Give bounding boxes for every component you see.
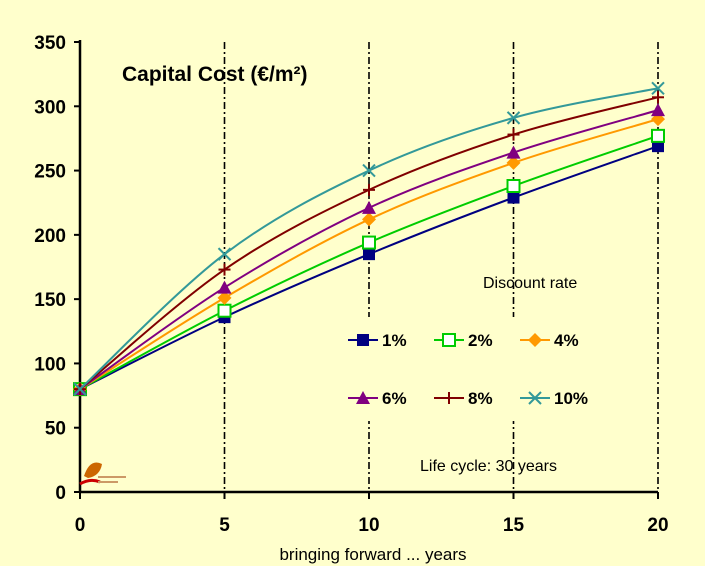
y-tick-label: 100 <box>34 354 66 375</box>
y-tick-label: 150 <box>34 290 66 311</box>
data-point <box>506 111 521 125</box>
series-group <box>73 81 665 397</box>
data-point <box>528 391 542 405</box>
data-point <box>651 103 665 117</box>
data-point <box>651 81 665 95</box>
legend-title: Discount rate <box>483 275 577 292</box>
data-point <box>506 155 521 170</box>
x-tick-label: 5 <box>219 515 230 536</box>
legend-label: 1% <box>382 331 407 350</box>
legend-label: 2% <box>468 331 493 350</box>
data-point <box>73 382 87 396</box>
x-tick-label: 10 <box>358 515 379 536</box>
data-point <box>357 334 369 346</box>
legend-item: 1% <box>348 331 407 350</box>
data-point <box>363 248 375 261</box>
data-point <box>356 391 370 404</box>
legend-item: 6% <box>348 389 407 408</box>
legend: 1% 2% 4% 6% 8% 10% <box>333 317 649 421</box>
data-point <box>652 140 664 153</box>
data-point <box>652 91 664 104</box>
legend-label: 8% <box>468 389 493 408</box>
data-point <box>362 200 376 214</box>
data-point <box>363 183 375 196</box>
data-point <box>218 263 231 276</box>
y-tick-label: 200 <box>34 226 66 247</box>
data-point <box>362 235 376 250</box>
y-tick-label: 350 <box>34 33 66 54</box>
data-point <box>528 333 542 347</box>
legend-item: 2% <box>434 331 493 350</box>
legend-item: 8% <box>434 389 493 408</box>
data-point <box>217 247 232 261</box>
y-tick-label: 0 <box>55 483 66 504</box>
legend-box <box>333 317 649 421</box>
life-cycle-annotation: Life cycle: 30 years <box>420 458 557 475</box>
x-axis-ticks: 0 5 10 15 20 <box>75 492 669 536</box>
legend-label: 6% <box>382 389 407 408</box>
legend-label: 10% <box>554 389 588 408</box>
y-tick-label: 300 <box>34 97 66 118</box>
data-point <box>217 280 232 294</box>
data-point <box>362 163 376 178</box>
y-tick-label: 50 <box>45 419 66 440</box>
logo-mark <box>79 462 126 486</box>
data-point <box>506 179 521 193</box>
data-point <box>217 303 232 318</box>
data-point <box>217 290 232 305</box>
x-tick-label: 20 <box>647 515 668 536</box>
data-point <box>443 392 455 404</box>
data-point <box>506 145 521 159</box>
series-10pct <box>73 81 665 396</box>
x-tick-label: 15 <box>503 515 525 536</box>
data-point <box>651 128 665 143</box>
data-point <box>507 128 520 141</box>
legend-item: 4% <box>520 331 579 350</box>
legend-label: 4% <box>554 331 579 350</box>
chart-title: Capital Cost (€/m²) <box>122 63 308 86</box>
data-point <box>507 191 520 204</box>
x-tick-label: 0 <box>75 515 86 536</box>
legend-item: 10% <box>520 389 588 408</box>
x-axis-label: bringing forward ... years <box>279 545 466 564</box>
data-point <box>442 333 456 347</box>
y-tick-label: 250 <box>34 162 66 183</box>
y-axis-ticks: 0 50 100 150 200 250 300 350 <box>34 33 80 504</box>
data-point <box>362 212 376 227</box>
